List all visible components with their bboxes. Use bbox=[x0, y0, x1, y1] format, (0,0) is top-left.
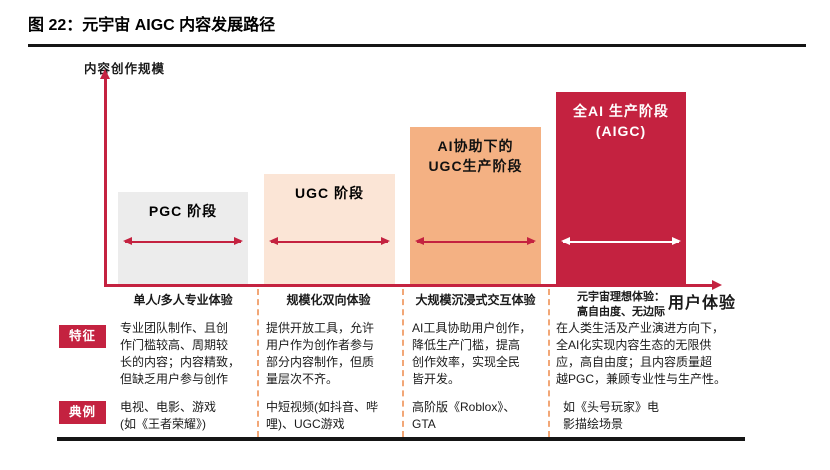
stage-bar-ugc: UGC 阶段 bbox=[264, 174, 395, 284]
experience-label-ugc: 规模化双向体验 bbox=[286, 293, 371, 307]
y-axis-line bbox=[104, 79, 107, 287]
y-axis-label: 内容创作规模 bbox=[84, 62, 166, 76]
width-double-arrow-icon bbox=[415, 237, 536, 245]
bar-label: UGC 阶段 bbox=[295, 185, 364, 201]
stage-bar-pgc: PGC 阶段 bbox=[118, 192, 248, 284]
y-axis-arrowhead-icon bbox=[100, 69, 110, 79]
experience-label-aigc: 元宇宙理想体验： 高自由度、无边际 bbox=[577, 291, 665, 318]
stage-bar-full-ai-aigc: 全AI 生产阶段 (AIGC) bbox=[556, 92, 686, 284]
stage-bar-ai-assisted-ugc: AI协助下的 UGC生产阶段 bbox=[410, 127, 541, 284]
example-cell-aigc: 如《头号玩家》电 影描绘场景 bbox=[563, 400, 660, 431]
bar-label: 全AI 生产阶段 (AIGC) bbox=[573, 103, 669, 140]
width-double-arrow-icon bbox=[269, 237, 390, 245]
column-separator bbox=[257, 289, 259, 437]
example-cell-ai-ugc: 高阶版《Roblox》、 GTA bbox=[412, 400, 516, 431]
x-axis-arrowhead-icon bbox=[712, 280, 722, 290]
x-axis-line bbox=[104, 284, 714, 287]
title-underline bbox=[28, 44, 806, 47]
feature-cell-ai-ugc: AI工具协助用户创作， 降低生产门槛，提高 创作效率，实现全民 皆开发。 bbox=[412, 321, 532, 386]
example-cell-pgc: 电视、电影、游戏 (如《王者荣耀》) bbox=[120, 400, 217, 431]
column-separator bbox=[402, 289, 404, 437]
experience-label-pgc: 单人/多人专业体验 bbox=[133, 293, 233, 307]
example-cell-ugc: 中短视频(如抖音、哔 哩)、UGC游戏 bbox=[266, 400, 378, 431]
row-header-example-badge: 典例 bbox=[59, 401, 106, 424]
bar-label: AI协助下的 UGC生产阶段 bbox=[428, 138, 523, 175]
feature-cell-ugc: 提供开放工具，允许 用户作为创作者参与 部分内容制作，但质 量层次不齐。 bbox=[266, 321, 375, 386]
feature-cell-pgc: 专业团队制作、且创 作门槛较高、周期较 长的内容；内容精致， 但缺乏用户参与创作 bbox=[120, 321, 241, 386]
width-double-arrow-icon bbox=[123, 237, 243, 245]
column-separator bbox=[548, 289, 550, 437]
x-axis-label: 用户体验 bbox=[668, 295, 737, 312]
figure-title: 图 22：元宇宙 AIGC 内容发展路径 bbox=[28, 17, 276, 34]
feature-cell-aigc: 在人类生活及产业演进方向下， 全AI化实现内容生态的无限供 应，高自由度；且内容… bbox=[556, 321, 727, 386]
row-header-feature-badge: 特征 bbox=[59, 325, 106, 348]
table-bottom-rule bbox=[57, 437, 745, 441]
width-double-arrow-icon bbox=[561, 237, 681, 245]
bar-label: PGC 阶段 bbox=[148, 203, 218, 219]
experience-label-ai-ugc: 大规模沉浸式交互体验 bbox=[415, 293, 536, 307]
